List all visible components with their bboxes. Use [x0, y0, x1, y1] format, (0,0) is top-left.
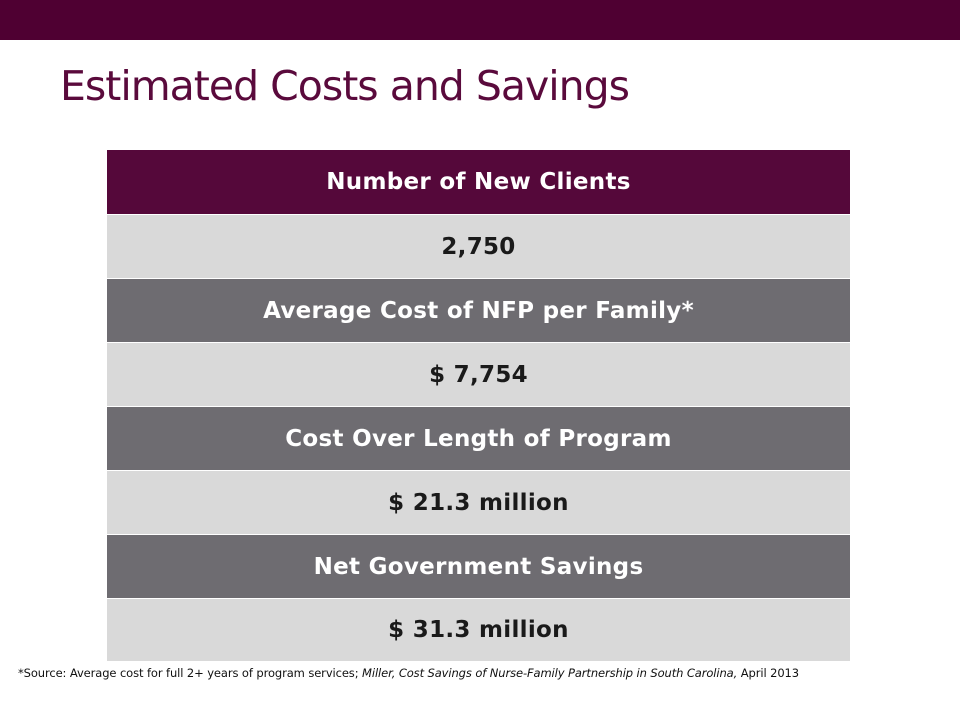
footnote-date: April 2013: [737, 666, 799, 680]
avg-cost-label: Average Cost of NFP per Family*: [263, 297, 694, 324]
new-clients-value: 2,750: [441, 233, 516, 260]
footnote-citation: Miller, Cost Savings of Nurse-Family Par…: [362, 666, 738, 680]
top-banner-bar: [0, 0, 960, 40]
avg-cost-value: $ 7,754: [429, 361, 528, 388]
program-cost-label: Cost Over Length of Program: [285, 425, 672, 452]
table-row: Cost Over Length of Program: [107, 407, 850, 471]
table-row: $ 21.3 million: [107, 471, 850, 535]
table-row: $ 31.3 million: [107, 599, 850, 661]
table-header-row: Number of New Clients: [107, 150, 850, 215]
table-row: Net Government Savings: [107, 535, 850, 599]
table-row: Average Cost of NFP per Family*: [107, 279, 850, 343]
savings-label: Net Government Savings: [313, 553, 644, 580]
table-row: 2,750: [107, 215, 850, 279]
savings-value: $ 31.3 million: [388, 617, 569, 643]
source-footnote: *Source: Average cost for full 2+ years …: [18, 666, 799, 680]
footnote-prefix: *Source: Average cost for full 2+ years …: [18, 666, 363, 680]
cost-savings-table: Number of New Clients 2,750 Average Cost…: [107, 150, 850, 661]
table-row: $ 7,754: [107, 343, 850, 407]
new-clients-header: Number of New Clients: [326, 169, 631, 195]
slide-title: Estimated Costs and Savings: [60, 62, 630, 110]
program-cost-value: $ 21.3 million: [388, 489, 569, 516]
